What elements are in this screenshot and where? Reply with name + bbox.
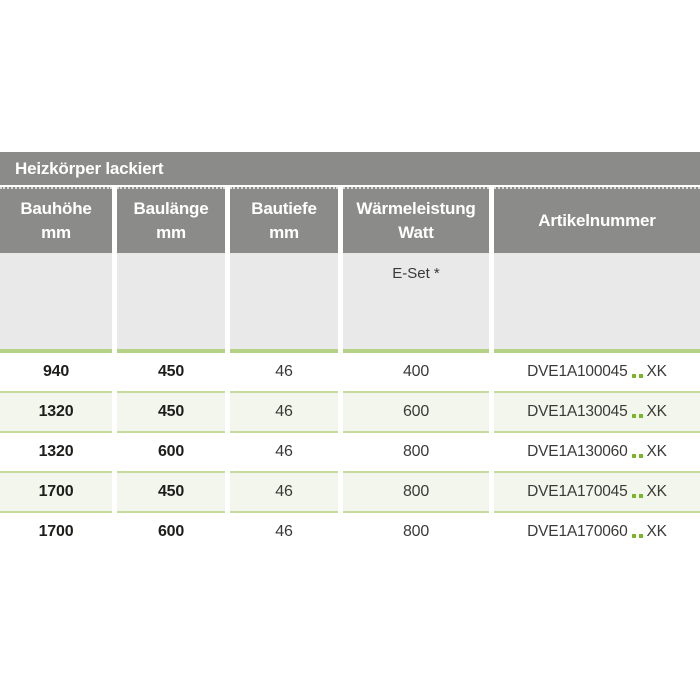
article-separator-dots-icon <box>631 453 643 458</box>
article-suffix: XK <box>646 403 667 420</box>
col-header-unit: mm <box>41 223 71 242</box>
product-table: Heizkörper lackiert Bauhöhe mm Baulänge … <box>0 152 700 551</box>
col-header-bautiefe: Bautiefe mm <box>230 187 338 253</box>
cell-baulaenge: 600 <box>117 433 225 471</box>
table-title: Heizkörper lackiert <box>0 152 700 185</box>
subheader-cell-bautiefe <box>230 253 338 353</box>
cell-baulaenge: 600 <box>117 513 225 551</box>
cell-bautiefe: 46 <box>230 513 338 551</box>
article-prefix: DVE1A170045 <box>527 483 628 500</box>
article-prefix: DVE1A100045 <box>527 363 628 380</box>
cell-watt: 800 <box>343 513 489 551</box>
cell-artikelnummer: DVE1A130060 XK <box>494 433 700 471</box>
col-header-label: Bautiefe <box>251 199 317 219</box>
article-separator-dots-icon <box>631 533 643 538</box>
col-header-waermeleistung: Wärmeleistung Watt <box>343 187 489 253</box>
col-header-label: Bauhöhe <box>20 199 92 219</box>
cell-baulaenge: 450 <box>117 391 225 433</box>
cell-artikelnummer: DVE1A130045 XK <box>494 391 700 433</box>
article-prefix: DVE1A130060 <box>527 443 628 460</box>
cell-watt: 800 <box>343 471 489 513</box>
col-header-label: Baulänge <box>133 199 209 219</box>
subheader-cell-artikelnummer <box>494 253 700 353</box>
cell-bautiefe: 46 <box>230 471 338 513</box>
cell-watt: 800 <box>343 433 489 471</box>
article-prefix: DVE1A170060 <box>527 523 628 540</box>
cell-bauhoehe: 1320 <box>0 433 112 471</box>
col-header-bauhoehe: Bauhöhe mm <box>0 187 112 253</box>
cell-bautiefe: 46 <box>230 391 338 433</box>
cell-watt: 400 <box>343 353 489 391</box>
cell-bauhoehe: 1700 <box>0 513 112 551</box>
subheader-cell-baulaenge <box>117 253 225 353</box>
subheader-cell-eset: E-Set * <box>343 253 489 353</box>
article-suffix: XK <box>646 363 667 380</box>
cell-artikelnummer: DVE1A100045 XK <box>494 353 700 391</box>
cell-baulaenge: 450 <box>117 471 225 513</box>
col-header-label: Artikelnummer <box>538 211 656 231</box>
col-header-baulaenge: Baulänge mm <box>117 187 225 253</box>
cell-bautiefe: 46 <box>230 433 338 471</box>
col-header-unit: mm <box>156 223 186 242</box>
cell-bauhoehe: 1320 <box>0 391 112 433</box>
cell-bauhoehe: 940 <box>0 353 112 391</box>
subheader-cell-bauhoehe <box>0 253 112 353</box>
col-header-artikelnummer: Artikelnummer <box>494 187 700 253</box>
cell-bautiefe: 46 <box>230 353 338 391</box>
article-suffix: XK <box>646 483 667 500</box>
cell-artikelnummer: DVE1A170060 XK <box>494 513 700 551</box>
col-header-unit: mm <box>269 223 299 242</box>
cell-baulaenge: 450 <box>117 353 225 391</box>
article-prefix: DVE1A130045 <box>527 403 628 420</box>
article-separator-dots-icon <box>631 493 643 498</box>
article-suffix: XK <box>646 523 667 540</box>
cell-artikelnummer: DVE1A170045 XK <box>494 471 700 513</box>
table-grid: Bauhöhe mm Baulänge mm Bautiefe mm Wärme… <box>0 187 700 551</box>
cell-watt: 600 <box>343 391 489 433</box>
article-separator-dots-icon <box>631 373 643 378</box>
col-header-unit: Watt <box>398 223 434 242</box>
article-separator-dots-icon <box>631 413 643 418</box>
article-suffix: XK <box>646 443 667 460</box>
col-header-label: Wärmeleistung <box>356 199 476 219</box>
cell-bauhoehe: 1700 <box>0 471 112 513</box>
